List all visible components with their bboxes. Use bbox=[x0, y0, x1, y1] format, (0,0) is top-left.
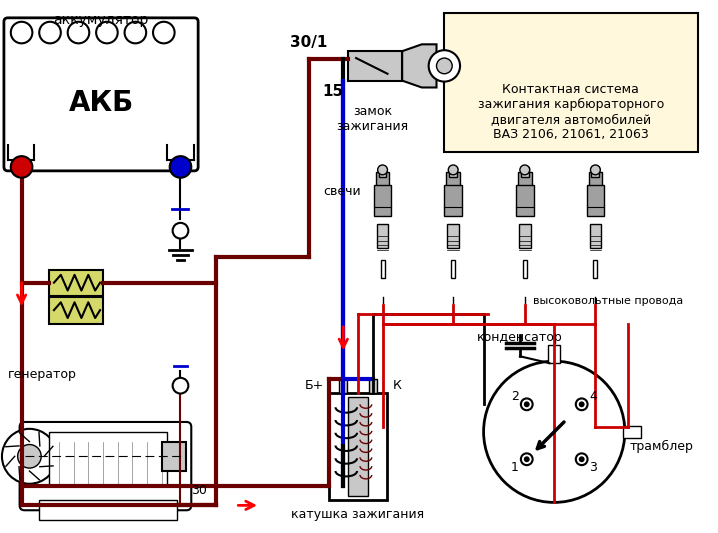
Bar bbox=[447, 172, 460, 190]
Bar bbox=[449, 167, 457, 177]
Text: К: К bbox=[392, 379, 401, 392]
Bar bbox=[39, 500, 177, 520]
Circle shape bbox=[484, 361, 625, 503]
Circle shape bbox=[521, 399, 533, 410]
Bar bbox=[518, 172, 531, 190]
Text: АКБ: АКБ bbox=[68, 89, 134, 117]
Text: катушка зажигания: катушка зажигания bbox=[292, 508, 424, 521]
Circle shape bbox=[172, 378, 188, 393]
Text: 30/1: 30/1 bbox=[290, 35, 327, 50]
Bar bbox=[377, 224, 388, 248]
Bar bbox=[329, 392, 388, 500]
Circle shape bbox=[576, 454, 587, 465]
Text: конденсатор: конденсатор bbox=[477, 331, 563, 344]
Text: 15: 15 bbox=[322, 84, 343, 99]
Bar bbox=[378, 167, 386, 177]
Bar bbox=[594, 260, 597, 278]
Text: −: − bbox=[175, 160, 186, 173]
Bar bbox=[521, 167, 528, 177]
Text: 2: 2 bbox=[511, 390, 519, 403]
Circle shape bbox=[576, 399, 587, 410]
Bar bbox=[162, 442, 187, 471]
Circle shape bbox=[378, 165, 388, 175]
Text: Б+: Б+ bbox=[304, 379, 324, 392]
Bar bbox=[587, 184, 605, 216]
Bar bbox=[623, 426, 640, 438]
Circle shape bbox=[448, 165, 458, 175]
Circle shape bbox=[18, 445, 41, 468]
Text: Контактная система
зажигания карбюраторного
двигателя автомобилей
ВАЗ 2106, 2106: Контактная система зажигания карбюраторн… bbox=[477, 83, 664, 141]
Bar bbox=[49, 432, 167, 486]
Circle shape bbox=[153, 22, 174, 43]
Bar bbox=[523, 260, 527, 278]
Circle shape bbox=[11, 156, 32, 177]
Text: 1: 1 bbox=[511, 461, 519, 474]
Text: 4: 4 bbox=[589, 390, 597, 403]
Bar bbox=[49, 297, 103, 324]
Circle shape bbox=[11, 22, 32, 43]
Bar bbox=[348, 398, 368, 496]
Text: 3: 3 bbox=[589, 461, 597, 474]
Circle shape bbox=[521, 454, 533, 465]
Circle shape bbox=[2, 429, 57, 484]
Bar bbox=[348, 51, 402, 80]
Circle shape bbox=[590, 165, 600, 175]
Text: трамблер: трамблер bbox=[630, 440, 694, 453]
Circle shape bbox=[524, 456, 530, 462]
Text: 30: 30 bbox=[191, 484, 208, 497]
Bar bbox=[340, 379, 348, 392]
Circle shape bbox=[96, 22, 118, 43]
Circle shape bbox=[437, 58, 452, 74]
Bar bbox=[49, 270, 103, 296]
Text: аккумулятор: аккумулятор bbox=[53, 13, 149, 27]
Circle shape bbox=[520, 165, 530, 175]
Circle shape bbox=[169, 156, 191, 177]
Polygon shape bbox=[402, 44, 437, 87]
Bar bbox=[516, 184, 533, 216]
Bar bbox=[589, 172, 602, 190]
Circle shape bbox=[172, 223, 188, 239]
Text: высоковольтные провода: высоковольтные провода bbox=[533, 296, 683, 306]
Circle shape bbox=[579, 401, 584, 407]
Text: +: + bbox=[17, 160, 27, 173]
Bar bbox=[549, 345, 560, 363]
Circle shape bbox=[125, 22, 146, 43]
FancyBboxPatch shape bbox=[19, 422, 191, 510]
FancyBboxPatch shape bbox=[444, 13, 699, 152]
Bar bbox=[381, 260, 385, 278]
Text: генератор: генератор bbox=[8, 368, 77, 381]
Circle shape bbox=[579, 456, 584, 462]
Circle shape bbox=[67, 22, 89, 43]
Bar bbox=[444, 184, 462, 216]
Text: замок
зажигания: замок зажигания bbox=[337, 105, 409, 133]
Circle shape bbox=[39, 22, 61, 43]
FancyBboxPatch shape bbox=[4, 18, 198, 171]
Circle shape bbox=[429, 50, 460, 82]
Bar bbox=[592, 167, 600, 177]
Text: свечи: свечи bbox=[323, 185, 361, 198]
Bar bbox=[374, 184, 391, 216]
Bar bbox=[376, 172, 389, 190]
Bar bbox=[447, 224, 459, 248]
Bar bbox=[519, 224, 531, 248]
Circle shape bbox=[524, 401, 530, 407]
Bar bbox=[451, 260, 455, 278]
Bar bbox=[589, 224, 601, 248]
Bar bbox=[369, 379, 377, 392]
